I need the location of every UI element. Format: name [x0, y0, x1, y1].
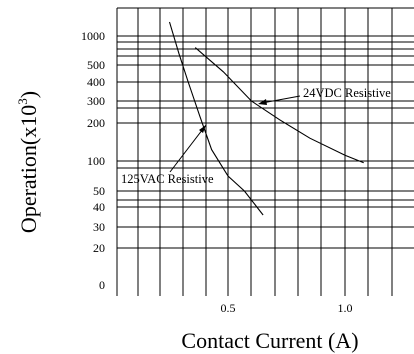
y-tick-label: 0: [99, 278, 105, 292]
y-tick-label: 200: [87, 116, 105, 130]
y-tick-label: 30: [93, 220, 105, 234]
y-axis-title: Operation(x103): [15, 91, 41, 233]
y-tick-label: 40: [93, 200, 105, 214]
curves: 125VAC Resistive 24VDC Resistive: [121, 21, 391, 216]
label-125vac-resistive: 125VAC Resistive: [121, 172, 214, 186]
y-tick-label: 500: [87, 58, 105, 72]
arrowhead-125vac: [199, 125, 206, 133]
pointer-24vdc: [261, 95, 301, 104]
y-tick-label: 300: [87, 94, 105, 108]
pointer-125vac: [169, 124, 207, 173]
y-tick-label: 20: [93, 241, 105, 255]
y-tick-label: 1000: [81, 29, 105, 43]
plot-grid: [116, 7, 414, 296]
curve-125vac-resistive: [168, 21, 264, 216]
x-tick-label: 0.5: [221, 301, 236, 315]
arrowhead-24vdc: [258, 99, 267, 105]
label-24vdc-resistive: 24VDC Resistive: [303, 86, 391, 100]
y-tick-label: 400: [87, 75, 105, 89]
curve-24vdc-resistive: [194, 47, 364, 164]
x-tick-label: 1.0: [338, 301, 353, 315]
y-tick-label: 100: [87, 154, 105, 168]
y-tick-label: 50: [93, 184, 105, 198]
x-axis-title: Contact Current (A): [181, 328, 358, 353]
